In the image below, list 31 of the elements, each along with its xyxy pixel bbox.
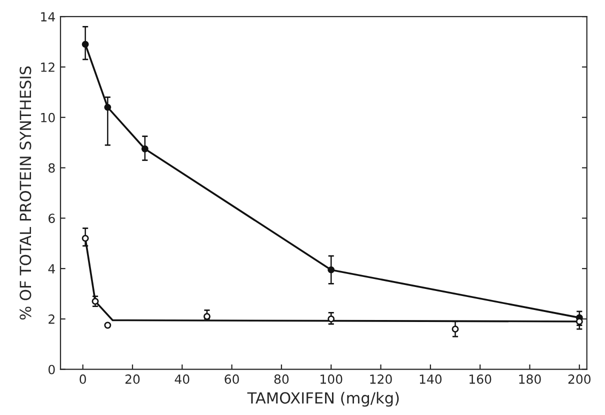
x-tick-label: 0 [80, 374, 86, 384]
x-tick-label: 200 [568, 374, 590, 384]
point [104, 104, 112, 111]
point [141, 145, 148, 152]
x-tick-label: 100 [320, 374, 342, 384]
point [328, 315, 335, 322]
y-tick-label: 8 [48, 163, 55, 173]
x-tick-label: 140 [420, 374, 442, 384]
x-tick-label: 80 [274, 374, 289, 384]
point [92, 298, 99, 305]
x-tick-label: 160 [470, 374, 492, 384]
y-tick-label: 2 [48, 314, 54, 324]
y-tick-label: 0 [48, 364, 55, 374]
x-tick-label: 40 [174, 374, 190, 384]
x-tick-label: 180 [519, 374, 541, 384]
point [204, 312, 210, 320]
point [328, 266, 335, 274]
x-tick-label: 60 [224, 374, 239, 384]
y-tick-label: 6 [48, 214, 55, 224]
x-axis-title: TAMOXIFEN (mg/kg) [247, 392, 399, 407]
point [82, 234, 89, 242]
y-tick-label: 12 [41, 62, 54, 72]
y-axis-title: % OF TOTAL PROTEIN SYNTHESIS [20, 66, 32, 320]
x-tick-label: 20 [125, 374, 140, 384]
y-tick-label: 4 [48, 264, 55, 274]
x-tick-label: 120 [370, 374, 392, 384]
point [104, 322, 112, 329]
point [452, 326, 459, 333]
y-tick-label: 14 [41, 12, 55, 22]
point [82, 40, 89, 48]
y-tick-label: 10 [41, 112, 55, 122]
